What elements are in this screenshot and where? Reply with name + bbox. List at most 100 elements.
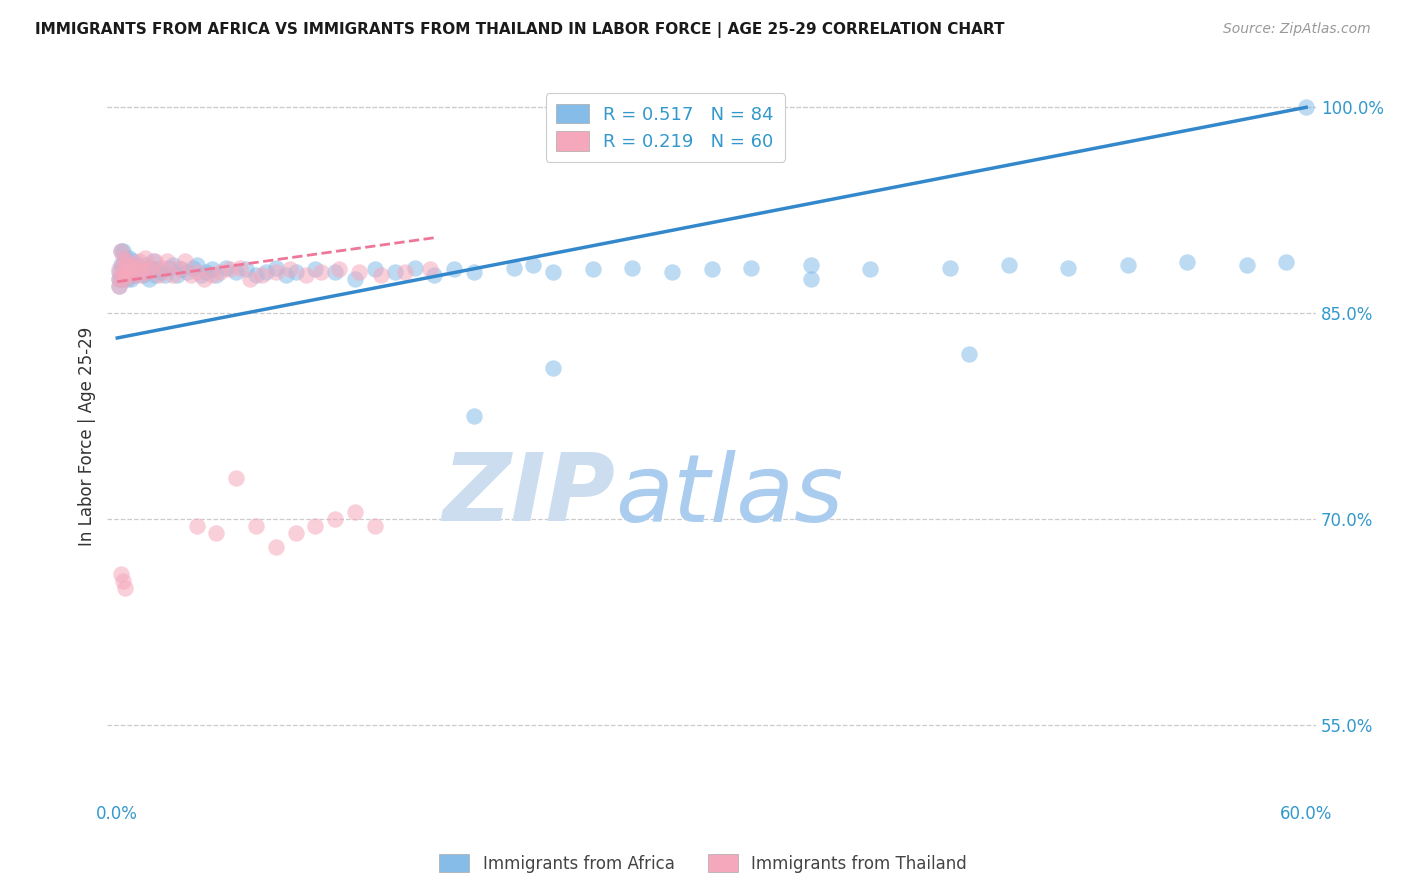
Point	[800, 272, 823, 286]
Point	[264, 540, 287, 554]
Point	[128, 265, 150, 279]
Point	[108, 278, 131, 293]
Point	[245, 268, 267, 282]
Point	[149, 265, 172, 279]
Point	[115, 268, 138, 282]
Point	[423, 268, 446, 282]
Point	[143, 254, 166, 268]
Point	[134, 252, 156, 266]
Point	[143, 268, 166, 282]
Legend: Immigrants from Africa, Immigrants from Thailand: Immigrants from Africa, Immigrants from …	[433, 847, 973, 880]
Point	[463, 265, 485, 279]
Point	[661, 265, 683, 279]
Point	[124, 268, 146, 282]
Point	[1236, 258, 1258, 272]
Point	[176, 265, 198, 279]
Point	[162, 268, 184, 282]
Point	[1175, 255, 1198, 269]
Point	[118, 265, 141, 279]
Point	[190, 268, 212, 282]
Point	[215, 260, 238, 275]
Point	[112, 258, 135, 272]
Text: atlas: atlas	[614, 450, 844, 541]
Point	[114, 252, 136, 266]
Point	[127, 258, 149, 272]
Point	[186, 258, 208, 272]
Point	[115, 272, 138, 286]
Point	[110, 244, 132, 259]
Point	[800, 258, 823, 272]
Point	[142, 254, 165, 268]
Point	[522, 258, 544, 272]
Point	[364, 519, 387, 533]
Point	[193, 272, 215, 286]
Point	[264, 265, 287, 279]
Point	[394, 265, 416, 279]
Point	[180, 268, 202, 282]
Point	[304, 262, 326, 277]
Point	[370, 268, 392, 282]
Point	[173, 254, 195, 268]
Point	[264, 260, 287, 275]
Point	[328, 262, 350, 277]
Point	[239, 272, 262, 286]
Point	[112, 574, 135, 588]
Point	[181, 260, 204, 275]
Y-axis label: In Labor Force | Age 25-29: In Labor Force | Age 25-29	[79, 327, 96, 547]
Point	[225, 265, 247, 279]
Point	[167, 260, 190, 275]
Point	[128, 254, 150, 268]
Point	[152, 260, 174, 275]
Point	[938, 260, 960, 275]
Point	[108, 272, 131, 286]
Point	[166, 268, 188, 282]
Point	[114, 581, 136, 595]
Point	[347, 265, 370, 279]
Point	[122, 254, 145, 268]
Point	[108, 265, 131, 279]
Point	[582, 262, 605, 277]
Point	[859, 262, 882, 277]
Point	[127, 260, 149, 275]
Point	[463, 409, 485, 424]
Text: ZIP: ZIP	[441, 449, 614, 541]
Point	[122, 258, 145, 272]
Point	[122, 268, 145, 282]
Point	[740, 260, 762, 275]
Point	[112, 265, 135, 279]
Point	[344, 505, 367, 519]
Point	[162, 258, 184, 272]
Point	[115, 258, 138, 272]
Point	[541, 265, 564, 279]
Point	[108, 272, 131, 286]
Point	[225, 471, 247, 485]
Point	[136, 265, 159, 279]
Point	[115, 254, 138, 268]
Point	[186, 265, 208, 279]
Point	[129, 268, 152, 282]
Point	[157, 260, 180, 275]
Point	[229, 260, 252, 275]
Point	[110, 272, 132, 286]
Point	[156, 254, 179, 268]
Point	[1116, 258, 1139, 272]
Point	[146, 262, 169, 277]
Point	[323, 512, 346, 526]
Text: IMMIGRANTS FROM AFRICA VS IMMIGRANTS FROM THAILAND IN LABOR FORCE | AGE 25-29 CO: IMMIGRANTS FROM AFRICA VS IMMIGRANTS FRO…	[35, 22, 1005, 38]
Point	[323, 265, 346, 279]
Point	[219, 262, 242, 277]
Point	[153, 268, 176, 282]
Point	[235, 262, 257, 277]
Point	[110, 268, 132, 282]
Point	[114, 272, 136, 286]
Point	[148, 268, 170, 282]
Point	[129, 260, 152, 275]
Point	[136, 265, 159, 279]
Point	[443, 262, 465, 277]
Point	[364, 262, 387, 277]
Point	[502, 260, 524, 275]
Point	[700, 262, 723, 277]
Point	[419, 262, 441, 277]
Point	[621, 260, 644, 275]
Point	[284, 525, 307, 540]
